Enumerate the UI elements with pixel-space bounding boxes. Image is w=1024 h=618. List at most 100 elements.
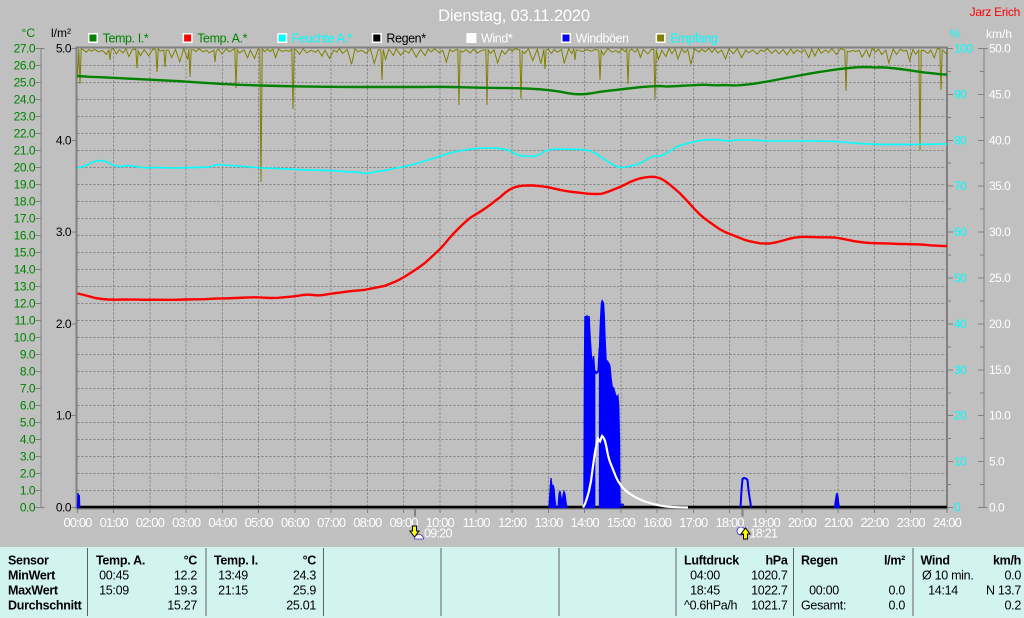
- svg-text:km/h: km/h: [993, 554, 1021, 568]
- svg-text:18:45: 18:45: [690, 583, 720, 597]
- svg-text:19:00: 19:00: [752, 515, 781, 530]
- svg-text:Wind: Wind: [921, 554, 950, 568]
- svg-text:24.0: 24.0: [14, 93, 36, 107]
- svg-text:4.0: 4.0: [56, 133, 72, 147]
- svg-text:10.0: 10.0: [989, 409, 1011, 423]
- svg-text:09:00: 09:00: [389, 515, 418, 530]
- svg-text:50.0: 50.0: [989, 42, 1011, 56]
- svg-text:MinWert: MinWert: [8, 569, 56, 583]
- svg-text:3.0: 3.0: [20, 450, 36, 464]
- svg-text:5.0: 5.0: [20, 416, 36, 430]
- svg-text:%: %: [950, 27, 961, 41]
- svg-text:04:00: 04:00: [690, 569, 720, 583]
- svg-text:Temp. I.: Temp. I.: [214, 554, 258, 568]
- svg-text:13.0: 13.0: [14, 280, 36, 294]
- svg-text:21.0: 21.0: [14, 144, 36, 158]
- svg-text:Wind*: Wind*: [481, 32, 513, 46]
- svg-text:07:00: 07:00: [317, 515, 346, 530]
- svg-text:12:00: 12:00: [498, 515, 527, 530]
- svg-text:0.0: 0.0: [20, 501, 36, 515]
- svg-text:l/m²: l/m²: [884, 554, 905, 568]
- svg-text:Temp. A.*: Temp. A.*: [197, 32, 247, 46]
- svg-text:Luftdruck: Luftdruck: [684, 554, 739, 568]
- svg-text:13:00: 13:00: [534, 515, 563, 530]
- svg-text:13:49: 13:49: [218, 569, 248, 583]
- svg-text:09:20: 09:20: [424, 527, 453, 541]
- svg-text:06:00: 06:00: [281, 515, 310, 530]
- svg-text:18:00: 18:00: [716, 515, 745, 530]
- svg-text:26.0: 26.0: [14, 59, 36, 73]
- svg-text:l/m²: l/m²: [51, 26, 71, 40]
- svg-text:5.0: 5.0: [56, 42, 72, 56]
- svg-text:40: 40: [954, 317, 967, 331]
- svg-text:10: 10: [954, 455, 967, 469]
- svg-text:0.0: 0.0: [889, 598, 906, 612]
- svg-text:9.0: 9.0: [20, 348, 36, 362]
- svg-text:hPa: hPa: [765, 554, 788, 568]
- svg-text:02:00: 02:00: [136, 515, 165, 530]
- svg-text:19.3: 19.3: [174, 583, 197, 597]
- svg-text:24:00: 24:00: [933, 515, 962, 530]
- svg-text:Temp. A.: Temp. A.: [96, 554, 145, 568]
- svg-text:20:00: 20:00: [788, 515, 817, 530]
- svg-text:15:00: 15:00: [607, 515, 636, 530]
- svg-text:50: 50: [954, 271, 967, 285]
- svg-text:10.0: 10.0: [14, 331, 36, 345]
- svg-text:Regen: Regen: [801, 554, 838, 568]
- svg-text:20.0: 20.0: [989, 317, 1011, 331]
- svg-text:04:00: 04:00: [208, 515, 237, 530]
- svg-text:5.0: 5.0: [989, 455, 1005, 469]
- svg-text:12.0: 12.0: [14, 297, 36, 311]
- svg-text:0.0: 0.0: [1005, 569, 1022, 583]
- svg-text:0.0: 0.0: [56, 501, 72, 515]
- svg-text:05:00: 05:00: [245, 515, 274, 530]
- svg-text:Jarz Erich: Jarz Erich: [970, 5, 1020, 19]
- svg-text:Ø 10 min.: Ø 10 min.: [922, 569, 974, 583]
- svg-text:14.0: 14.0: [14, 263, 36, 277]
- svg-text:70: 70: [954, 179, 967, 193]
- svg-text:3.0: 3.0: [56, 225, 72, 239]
- svg-text:°C: °C: [303, 554, 317, 568]
- svg-text:1022.7: 1022.7: [751, 583, 788, 597]
- svg-text:km/h: km/h: [986, 27, 1012, 41]
- svg-text:16:00: 16:00: [643, 515, 672, 530]
- svg-text:20.0: 20.0: [14, 161, 36, 175]
- svg-text:8.0: 8.0: [20, 365, 36, 379]
- svg-text:15.0: 15.0: [989, 363, 1011, 377]
- svg-text:90: 90: [954, 87, 967, 101]
- svg-text:1.0: 1.0: [20, 484, 36, 498]
- svg-text:°C: °C: [22, 26, 36, 40]
- svg-text:80: 80: [954, 133, 967, 147]
- svg-text:14:00: 14:00: [571, 515, 600, 530]
- svg-text:21:00: 21:00: [824, 515, 853, 530]
- svg-text:23.0: 23.0: [14, 110, 36, 124]
- svg-text:10:00: 10:00: [426, 515, 455, 530]
- svg-text:27.0: 27.0: [14, 42, 36, 56]
- svg-text:1020.7: 1020.7: [751, 569, 788, 583]
- svg-text:21:15: 21:15: [218, 583, 248, 597]
- svg-text:0.0: 0.0: [989, 501, 1005, 515]
- svg-text:08:00: 08:00: [353, 515, 382, 530]
- svg-text:Empfang: Empfang: [670, 32, 718, 46]
- svg-text:Durchschnitt: Durchschnitt: [8, 598, 83, 612]
- svg-text:30: 30: [954, 363, 967, 377]
- svg-text:Regen*: Regen*: [386, 32, 426, 46]
- svg-text:40.0: 40.0: [989, 133, 1011, 147]
- svg-text:0: 0: [954, 501, 961, 515]
- svg-text:Feuchte A.*: Feuchte A.*: [292, 32, 353, 46]
- svg-text:22:00: 22:00: [860, 515, 889, 530]
- svg-text:1021.7: 1021.7: [751, 598, 788, 612]
- svg-text:0.0: 0.0: [889, 583, 906, 597]
- svg-text:18:21: 18:21: [750, 527, 779, 541]
- svg-text:30.0: 30.0: [989, 225, 1011, 239]
- svg-text:35.0: 35.0: [989, 179, 1011, 193]
- svg-text:15:09: 15:09: [99, 583, 129, 597]
- svg-text:03:00: 03:00: [172, 515, 201, 530]
- svg-text:45.0: 45.0: [989, 87, 1011, 101]
- svg-text:15.27: 15.27: [167, 598, 197, 612]
- svg-text:0.2: 0.2: [1005, 598, 1022, 612]
- svg-text:23:00: 23:00: [897, 515, 926, 530]
- svg-text:11.0: 11.0: [15, 314, 36, 328]
- svg-text:7.0: 7.0: [20, 382, 36, 396]
- svg-text:°C: °C: [184, 554, 198, 568]
